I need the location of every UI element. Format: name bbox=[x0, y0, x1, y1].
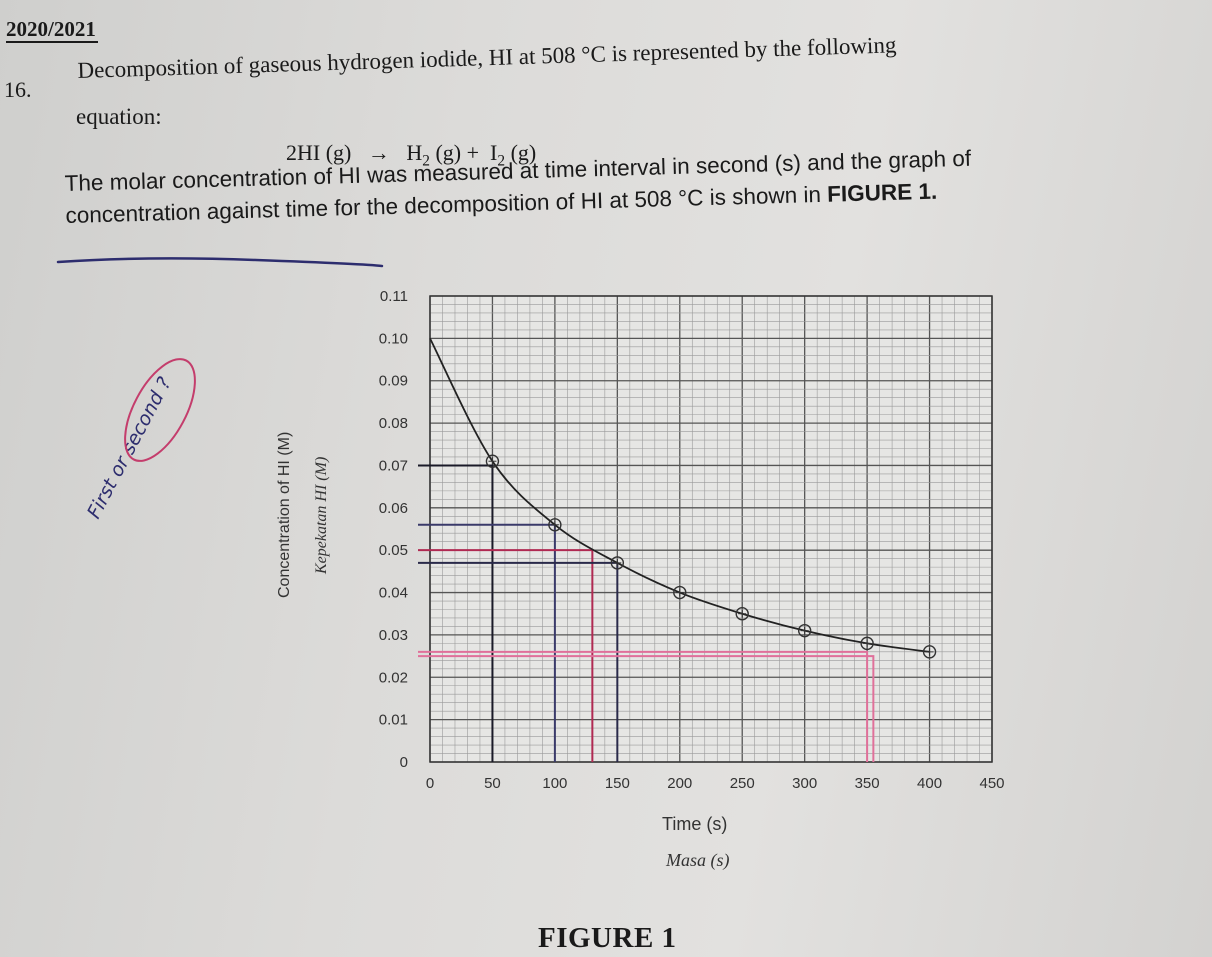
x-tick-label: 50 bbox=[484, 775, 501, 792]
y-tick-label: 0.08 bbox=[379, 415, 408, 432]
x-tick-label: 150 bbox=[605, 775, 630, 792]
ink-underline-mark bbox=[56, 257, 384, 268]
y-tick-label: 0.07 bbox=[379, 457, 408, 474]
data-point bbox=[735, 607, 749, 621]
y-tick-label: 0.03 bbox=[379, 627, 408, 644]
x-tick-label: 0 bbox=[426, 775, 434, 792]
data-point bbox=[548, 518, 562, 532]
session-year: 2020/2021 bbox=[6, 17, 98, 43]
equation-i2-state: (g) bbox=[505, 140, 537, 165]
y-tick-label: 0.06 bbox=[379, 500, 408, 517]
chemical-equation: 2HI (g) → H2 (g) + I2 (g) bbox=[286, 140, 536, 170]
y-tick-label: 0.04 bbox=[379, 585, 408, 602]
equation-arrow: → bbox=[367, 140, 390, 165]
x-axis-label-alt: Masa (s) bbox=[666, 850, 730, 870]
equation-h2-sub: 2 bbox=[422, 152, 430, 170]
plot-area bbox=[430, 296, 992, 762]
y-tick-label: 0.09 bbox=[379, 373, 408, 390]
y-tick-label: 0 bbox=[400, 754, 408, 771]
y-tick-label: 0.02 bbox=[379, 669, 408, 686]
plot-border bbox=[429, 295, 993, 763]
ink-circle-mark bbox=[124, 358, 196, 462]
equation-h2-state: (g) + bbox=[429, 140, 480, 165]
x-tick-label: 400 bbox=[917, 775, 942, 792]
question-stem-line2: equation: bbox=[76, 104, 162, 129]
equation-reactant: 2HI (g) bbox=[286, 140, 352, 165]
data-point bbox=[673, 585, 687, 600]
guide-line bbox=[418, 655, 875, 762]
chart-grid bbox=[429, 295, 993, 763]
data-point bbox=[922, 645, 937, 659]
equation-i2: I bbox=[490, 140, 498, 165]
question-number: 16. bbox=[4, 77, 32, 102]
x-tick-label: 350 bbox=[855, 775, 880, 792]
chart-ticks: 0 0.01 0.02 0.03 0.04 0.05 0.06 0.07 0.08 0.09 0.1… bbox=[379, 288, 1005, 792]
y-tick-label: 0.05 bbox=[379, 542, 408, 559]
x-tick-label: 300 bbox=[792, 775, 817, 792]
equation-i2-sub: 2 bbox=[497, 152, 506, 170]
x-tick-label: 250 bbox=[730, 775, 755, 792]
y-tick-label: 0.11 bbox=[380, 288, 408, 305]
figure-caption: FIGURE 1 bbox=[538, 922, 677, 954]
guide-line bbox=[418, 464, 494, 762]
x-tick-label: 200 bbox=[667, 775, 692, 792]
y-tick-label: 0.10 bbox=[379, 330, 408, 347]
y-tick-label: 0.01 bbox=[379, 712, 408, 729]
data-point bbox=[797, 623, 812, 638]
data-point bbox=[485, 454, 500, 468]
x-tick-label: 100 bbox=[542, 775, 567, 792]
guide-line bbox=[418, 650, 869, 762]
chart-curve bbox=[429, 337, 937, 659]
x-axis-label: Time (s) bbox=[662, 814, 728, 834]
equation-h2: H bbox=[406, 140, 423, 165]
x-tick-label: 450 bbox=[979, 775, 1004, 792]
data-point bbox=[860, 636, 874, 651]
data-point bbox=[610, 556, 625, 570]
handwritten-note: First or second ? bbox=[83, 358, 196, 522]
